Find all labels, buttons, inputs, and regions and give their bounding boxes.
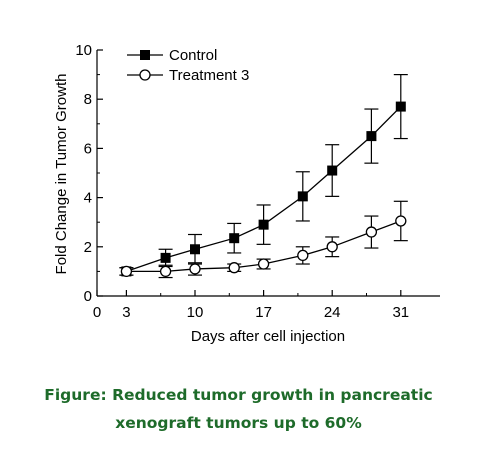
legend-label: Control xyxy=(169,47,217,64)
data-point xyxy=(160,252,171,263)
data-point xyxy=(366,131,377,142)
data-point xyxy=(159,265,172,278)
data-point xyxy=(190,244,200,255)
y-axis-label: Fold Change in Tumor Growth xyxy=(53,74,70,275)
series-2 xyxy=(119,200,408,279)
x-tick-label: 0 xyxy=(93,304,101,321)
x-tick-label: 17 xyxy=(255,304,272,321)
x-tick-label: 3 xyxy=(122,304,130,321)
data-point xyxy=(395,101,406,112)
legend: Control Treatment 3 xyxy=(127,47,249,84)
data-point xyxy=(257,258,270,270)
data-point xyxy=(297,191,308,202)
series-layer xyxy=(119,73,408,279)
x-tick-label: 31 xyxy=(392,304,409,321)
legend-marker xyxy=(139,69,151,81)
data-point xyxy=(258,219,269,230)
data-point xyxy=(327,165,338,176)
series-line xyxy=(126,106,402,273)
legend-marker xyxy=(140,50,150,60)
data-point xyxy=(297,249,309,262)
x-tick-label: 24 xyxy=(324,304,341,321)
y-tick-label: 8 xyxy=(84,91,92,108)
data-point xyxy=(229,233,240,244)
figure-caption-line-1: Figure: Reduced tumor growth in pancreat… xyxy=(44,386,433,404)
x-axis-label: Days after cell injection xyxy=(191,328,345,345)
y-tick-label: 2 xyxy=(84,239,92,256)
series-1 xyxy=(119,73,408,277)
data-point xyxy=(120,265,133,278)
figure-caption-line-2: xenograft tumors up to 60% xyxy=(115,414,362,432)
y-tick-label: 0 xyxy=(84,288,92,305)
y-tick-label: 4 xyxy=(84,190,92,207)
data-point xyxy=(189,263,201,275)
data-point xyxy=(365,226,378,238)
x-tick-label: 10 xyxy=(187,304,204,321)
data-point xyxy=(326,241,338,253)
y-tick-label: 6 xyxy=(84,140,92,157)
legend-label: Treatment 3 xyxy=(169,67,249,84)
data-point xyxy=(228,262,240,274)
data-point xyxy=(395,215,407,227)
y-tick-label: 10 xyxy=(75,42,92,59)
